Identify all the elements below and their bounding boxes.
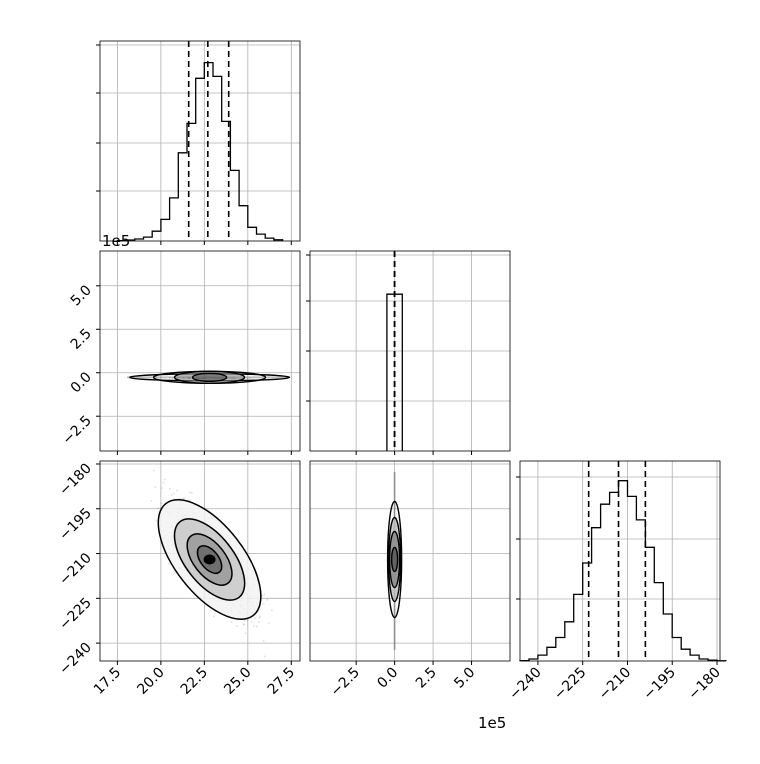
scatter-y-x-peak (203, 554, 216, 565)
y-bottom-tick-label: −240 (56, 640, 95, 679)
y-offset-text: 1e5 (102, 232, 130, 250)
y-middle-tick-label: 2.5 (68, 326, 95, 353)
scatter-y-mid-contour-0 (386, 500, 403, 619)
scatter-y-mid-contour-3 (390, 546, 399, 573)
x-right-tick-label: −240 (506, 665, 545, 704)
x-mid-tick-label: 0.0 (374, 665, 401, 692)
hist-x-step (116, 61, 284, 242)
y-middle-tick-label: 5.0 (68, 282, 95, 309)
x-left-tick-label: 22.5 (178, 665, 211, 698)
x-left-tick-label: 17.5 (91, 665, 124, 698)
hist-y-step (519, 480, 727, 662)
y-middle-tick-label: 0.0 (68, 369, 95, 396)
x-mid-tick-label: −2.5 (328, 665, 363, 700)
x-mid-tick-label: 5.0 (451, 665, 478, 692)
y-bottom-tick-label: −210 (56, 550, 95, 589)
x-right-tick-label: −180 (685, 665, 724, 704)
hist-x-frame (99, 40, 301, 242)
y-bottom-tick-label: −180 (56, 460, 95, 499)
scatter-mid-x-contour-3 (191, 372, 228, 383)
y-bottom-tick-label: −225 (56, 595, 95, 634)
scatter-y-x-frame (99, 460, 301, 662)
y-bottom-tick-label: −195 (56, 505, 95, 544)
hist-y-frame (519, 460, 721, 662)
x-offset-text: 1e5 (478, 714, 506, 732)
x-right-tick-label: −210 (596, 665, 635, 704)
hist-mid-frame (309, 250, 511, 452)
x-mid-tick-label: 2.5 (413, 665, 440, 692)
x-left-tick-label: 20.0 (134, 665, 167, 698)
x-left-tick-label: 27.5 (265, 665, 298, 698)
y-middle-tick-label: −2.5 (59, 413, 94, 448)
scatter-y-mid-frame (309, 460, 511, 662)
x-right-tick-label: −195 (641, 665, 680, 704)
x-right-tick-label: −225 (551, 665, 590, 704)
scatter-mid-x-frame (99, 250, 301, 452)
x-left-tick-label: 25.0 (221, 665, 254, 698)
